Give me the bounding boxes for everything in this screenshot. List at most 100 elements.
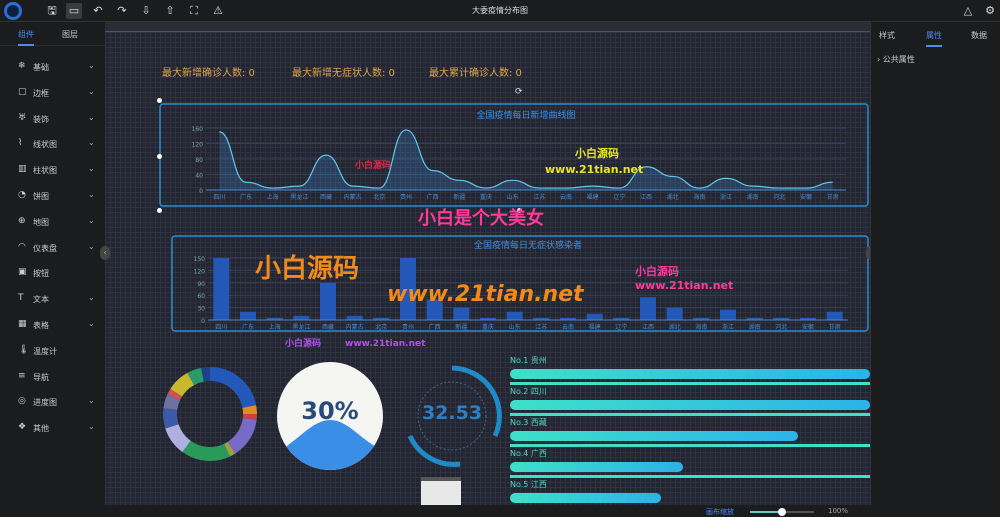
sidebar-item[interactable]: ▥ 柱状图 ⌄ (0, 160, 105, 180)
rank-divider (510, 444, 870, 447)
bar (586, 313, 603, 320)
sidebar-item[interactable]: ≡ 导航 (0, 367, 105, 387)
donut-segment (209, 367, 257, 409)
tab-style[interactable]: 样式 (879, 31, 895, 40)
sidebar-item[interactable]: ⊕ 地图 ⌄ (0, 212, 105, 232)
sidebar-item-label: 表格 (33, 321, 49, 330)
x-tick-label: 浙江 (720, 193, 732, 201)
sidebar-item-label: 边框 (33, 88, 49, 98)
bar (426, 299, 443, 320)
settings-icon[interactable]: ⚙ (985, 4, 995, 17)
bar (773, 317, 790, 320)
zoom-slider[interactable] (750, 508, 814, 516)
download-icon[interactable]: ⇩ (141, 4, 151, 17)
sidebar-item[interactable]: ⌇ 线状图 ⌄ (0, 134, 105, 154)
sidebar-item-icon: ⊕ (18, 215, 26, 226)
resize-handle[interactable] (157, 154, 162, 159)
top-bar: 🖫 ▭ ↶ ↷ ⇩ ⇧ ⛶ ⚠ 大委疫情分布图 △ ⚙ (0, 0, 1000, 22)
chevron-down-icon: ⌄ (88, 396, 95, 406)
tab-properties[interactable]: 属性 (926, 30, 942, 47)
sidebar-item[interactable]: ❖ 其他 ⌄ (0, 418, 105, 438)
sidebar-item-icon: ❄ (18, 61, 26, 71)
y-tick-label: 0 (199, 188, 203, 195)
watermark-brand: 小白源码 (285, 339, 322, 349)
x-tick-label: 福建 (587, 193, 599, 201)
sidebar-item[interactable]: ◔ 饼图 ⌄ (0, 186, 105, 206)
tab-layers[interactable]: 图层 (62, 30, 78, 39)
x-tick-label: 江苏 (535, 323, 547, 331)
sidebar-item[interactable]: ◠ 仪表盘 ⌄ (0, 238, 105, 258)
chevron-down-icon: ⌄ (88, 215, 95, 225)
redo-icon[interactable]: ↷ (117, 4, 127, 17)
chevron-down-icon: ⌄ (88, 293, 95, 303)
sidebar-item[interactable]: 🌡 温度计 (0, 341, 105, 361)
rotate-icon[interactable]: ⟳ (515, 87, 523, 97)
sidebar-item-label: 导航 (33, 372, 49, 382)
bar (213, 258, 230, 320)
bar (800, 317, 816, 320)
watermark-brand: 小白源码 (575, 147, 619, 160)
sidebar-item[interactable]: ▣ 按钮 (0, 263, 105, 283)
y-tick-label: 150 (194, 256, 206, 263)
fullscreen-icon[interactable]: ⛶ (190, 4, 198, 17)
x-tick-label: 贵州 (402, 323, 414, 331)
tab-data[interactable]: 数据 (971, 31, 987, 40)
x-tick-label: 上海 (267, 193, 279, 201)
x-tick-label: 安徽 (800, 193, 812, 201)
x-tick-label: 内蒙古 (344, 193, 362, 201)
resize-handle[interactable] (157, 208, 162, 213)
resize-handle[interactable] (517, 208, 522, 213)
sidebar-item[interactable]: ▦ 表格 ⌄ (0, 315, 105, 335)
chevron-down-icon: ⌄ (88, 61, 95, 70)
y-tick-label: 60 (197, 293, 205, 300)
save-icon[interactable]: 🖫 (47, 4, 57, 17)
bar (240, 311, 256, 320)
sidebar-item-label: 进度图 (33, 398, 57, 408)
sidebar-item-label: 仪表盘 (33, 243, 57, 253)
sidebar-item-label: 柱状图 (33, 166, 57, 176)
sidebar-item[interactable]: ◎ 进度图 ⌄ (0, 392, 105, 412)
component-panel: 组件 图层 ❄ 基础 ⌄ ▢ 边框 ⌄ ♅ 装饰 ⌄ ⌇ 线状图 ⌄ ▥ 柱状图 ⌄ ◔ 饼图 ⌄ ⊕ 地图 ⌄ ◠ 仪表盘… (0, 22, 105, 517)
x-tick-label: 安徽 (802, 323, 814, 331)
rank-divider (510, 413, 870, 416)
x-tick-label: 辽宁 (613, 193, 625, 201)
x-tick-label: 江西 (642, 324, 654, 331)
liquid-wave (277, 420, 383, 470)
tab-components[interactable]: 组件 (18, 29, 34, 46)
zoom-slider-thumb[interactable] (778, 508, 786, 516)
x-tick-label: 浙江 (722, 323, 734, 331)
chevron-down-icon: ⌄ (88, 164, 95, 174)
upload-icon[interactable]: ⇧ (165, 4, 175, 17)
sidebar-item[interactable]: ▢ 边框 ⌄ (0, 83, 105, 103)
undo-icon[interactable]: ↶ (93, 4, 103, 17)
ruler (105, 22, 870, 32)
chevron-down-icon: ⌄ (88, 138, 95, 148)
bar (293, 315, 310, 320)
watermark-url: www.21tian.net (635, 279, 734, 292)
donut-segment (242, 405, 257, 415)
design-canvas[interactable]: 最大新增确诊人数: 0 最大新增无症状人数: 0 最大累计确诊人数: 0 全国疫… (105, 22, 870, 505)
preview-icon[interactable]: ▭ (66, 3, 82, 19)
sidebar-item-icon: ▣ (18, 267, 27, 278)
bar (693, 317, 710, 320)
x-tick-label: 广西 (429, 323, 441, 331)
shapes-icon[interactable]: △ (963, 4, 973, 17)
chart-title: 全国疫情每日无症状感染者 (474, 239, 582, 251)
resize-handle[interactable] (157, 98, 162, 103)
zoom-value[interactable]: 100% (828, 507, 849, 515)
sidebar-item-label: 线状图 (33, 140, 57, 150)
sidebar-item[interactable]: T 文本 ⌄ (0, 289, 105, 309)
y-tick-label: 120 (192, 142, 204, 149)
x-tick-label: 重庆 (482, 323, 494, 331)
sidebar-item[interactable]: ♅ 装饰 ⌄ (0, 109, 105, 129)
section-common-properties[interactable]: › 公共属性 (877, 55, 915, 64)
sidebar-item-label: 按钮 (33, 269, 49, 279)
sidebar-item-icon: ◔ (18, 190, 26, 200)
bar (826, 311, 843, 320)
collapse-left-button[interactable]: ‹ (100, 246, 110, 260)
sidebar-item[interactable]: ❄ 基础 ⌄ (0, 57, 105, 77)
chevron-down-icon: ⌄ (88, 112, 95, 122)
bar-chart[interactable]: 全国疫情每日无症状感染者 0 30 60 90 120 150 四川 广东 上海 黑龙江 西藏 内蒙古 北… (170, 232, 870, 337)
warning-icon[interactable]: ⚠ (213, 4, 223, 17)
line-chart[interactable]: 全国疫情每日新增曲线图 0 40 80 120 160 四川 广东 上海 黑龙江 西藏 内蒙古 北京 贵州… (158, 100, 870, 212)
